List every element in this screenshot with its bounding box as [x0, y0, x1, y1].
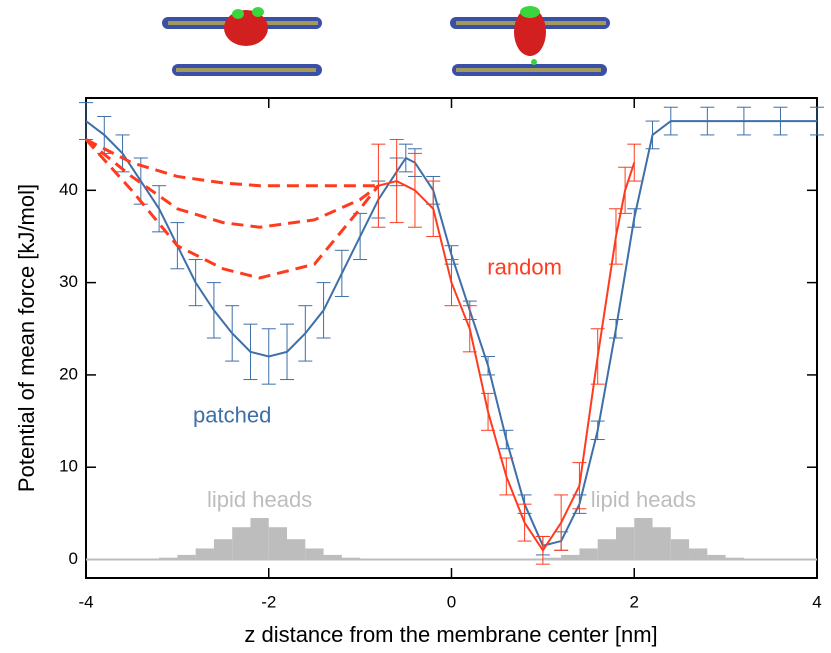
histogram-bar — [250, 518, 269, 560]
histogram-bar — [707, 554, 726, 560]
histogram-bar — [213, 539, 233, 560]
histogram-bar — [561, 554, 580, 560]
y-tick-label: 0 — [69, 549, 78, 568]
x-tick-label: -2 — [261, 592, 276, 611]
histogram-bar — [652, 527, 671, 560]
y-tick-label: 40 — [59, 180, 78, 199]
x-tick-label: 2 — [630, 592, 639, 611]
histogram-bar — [323, 554, 342, 560]
histogram-bar — [634, 518, 653, 560]
histogram-bar — [597, 539, 616, 560]
dashed-line — [85, 138, 379, 188]
x-tick-label: -4 — [78, 592, 93, 611]
membrane-image-left — [162, 7, 322, 76]
histogram-bar — [268, 527, 288, 560]
histogram-bar — [615, 527, 635, 560]
line — [378, 162, 636, 553]
histogram-bar — [689, 548, 708, 560]
annotation: lipid heads — [207, 487, 312, 512]
histogram-bar — [725, 557, 744, 560]
dashed-line — [85, 138, 380, 229]
plot-frame — [85, 97, 818, 579]
annotation: patched — [193, 402, 271, 427]
histogram-bar — [177, 554, 196, 560]
histogram-bar — [670, 539, 690, 560]
histogram-bar — [579, 548, 598, 560]
histogram-bar — [542, 557, 562, 560]
y-tick-label: 30 — [59, 272, 78, 291]
histogram-bar — [341, 557, 361, 560]
histogram-bar — [305, 548, 324, 560]
annotation: lipid heads — [591, 487, 696, 512]
membrane-image-right — [450, 6, 610, 76]
x-tick-label: 4 — [812, 592, 821, 611]
histogram-bar — [232, 527, 251, 560]
x-tick-label: 0 — [447, 592, 456, 611]
dashed-line — [84, 138, 380, 280]
y-tick-label: 20 — [59, 364, 78, 383]
line — [85, 120, 817, 547]
y-axis-label: Potential of mean force [kJ/mol] — [14, 184, 39, 492]
x-axis-label: z distance from the membrane center [nm] — [244, 622, 657, 647]
histogram-bar — [159, 557, 178, 560]
y-tick-label: 10 — [59, 457, 78, 476]
histogram-bar — [287, 539, 306, 560]
annotation: random — [487, 255, 562, 280]
histogram-bar — [195, 548, 214, 560]
